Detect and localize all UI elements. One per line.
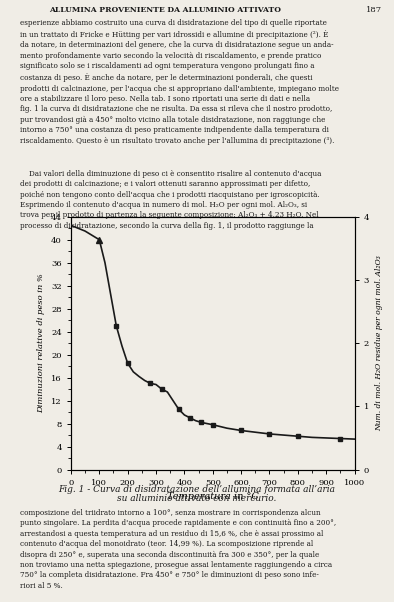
Text: Fig. 1 - Curva di disidratazione dell’allumina formata all’aria: Fig. 1 - Curva di disidratazione dell’al…	[58, 485, 336, 494]
Text: ALLUMINA PROVENIENTE DA ALLUMINIO ATTIVATO: ALLUMINA PROVENIENTE DA ALLUMINIO ATTIVA…	[50, 6, 281, 14]
Y-axis label: Num. di mol. H₂O residue per ogni mol. Al₂O₃: Num. di mol. H₂O residue per ogni mol. A…	[375, 255, 383, 431]
Text: composizione del triidrato intorno a 100°, senza mostrare in corrispondenza alcu: composizione del triidrato intorno a 100…	[20, 509, 336, 590]
Text: 187: 187	[366, 6, 382, 14]
Text: esperienze abbiamo costruito una curva di disidratazione del tipo di quelle ripo: esperienze abbiamo costruito una curva d…	[20, 19, 339, 144]
Text: su alluminio attivato con mercurio.: su alluminio attivato con mercurio.	[117, 494, 277, 503]
X-axis label: Temperatura in °C: Temperatura in °C	[167, 492, 259, 501]
Y-axis label: Diminuzioni relative di peso in %: Diminuzioni relative di peso in %	[37, 273, 45, 413]
Text: Dai valori della diminuzione di peso ci è consentito risalire al contenuto d'acq: Dai valori della diminuzione di peso ci …	[20, 170, 321, 230]
